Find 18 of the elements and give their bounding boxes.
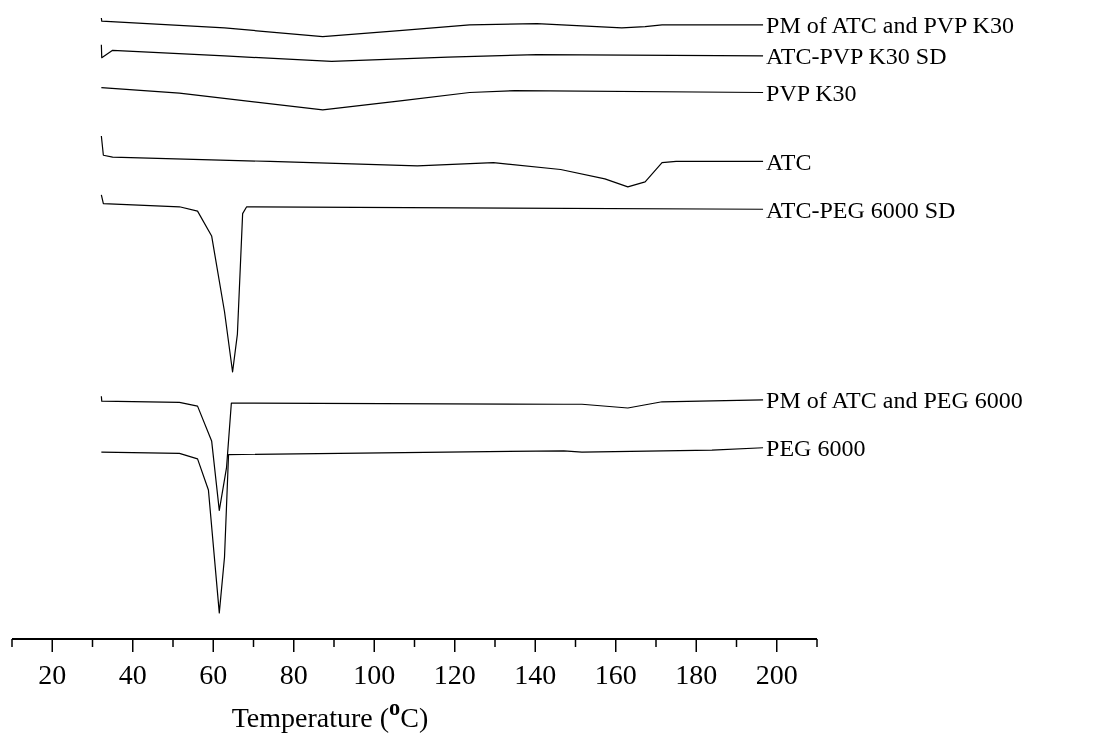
series-label: PM of ATC and PEG 6000 (766, 387, 1023, 414)
x-tick-label: 80 (279, 659, 308, 690)
x-tick-label: 180 (675, 659, 718, 690)
x-tick-label: 160 (594, 659, 637, 690)
x-tick-label: 140 (514, 659, 557, 690)
x-tick-label: 60 (199, 659, 228, 690)
series-label: PM of ATC and PVP K30 (766, 12, 1014, 39)
x-axis-title: Temperature ($^{o}$C) (231, 694, 429, 733)
series-label: ATC-PVP K30 SD (766, 43, 947, 70)
x-tick-label: 40 (118, 659, 147, 690)
series-label: ATC-PEG 6000 SD (766, 196, 956, 223)
series-label: ATC (766, 148, 812, 175)
series-label: PEG 6000 (766, 435, 866, 462)
x-tick-label: 100 (353, 659, 396, 690)
x-tick-label: 20 (38, 659, 67, 690)
series-label: PVP K30 (766, 79, 857, 106)
x-tick-label: 200 (755, 659, 798, 690)
x-tick-label: 120 (433, 659, 476, 690)
